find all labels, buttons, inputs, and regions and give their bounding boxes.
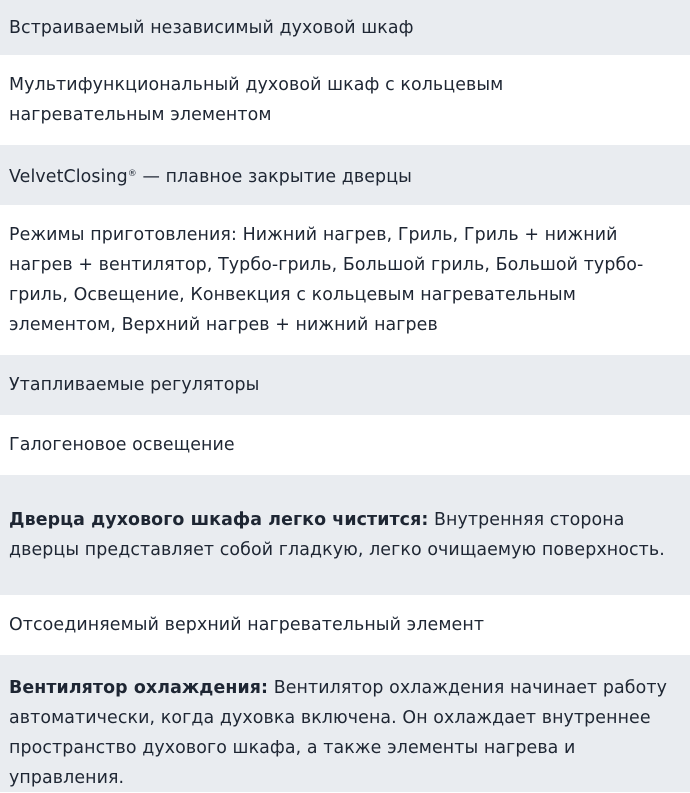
- registered-mark: ®: [127, 168, 137, 179]
- feature-item: Дверца духового шкафа легко чистится: Вн…: [0, 475, 690, 595]
- feature-title: Вентилятор охлаждения:: [9, 678, 269, 698]
- brand-name: VelvetClosing: [9, 166, 128, 187]
- feature-text: Встраиваемый независимый духовой шкаф: [9, 17, 414, 38]
- feature-item: Утапливаемые регуляторы: [0, 355, 690, 415]
- feature-item: Режимы приготовления: Нижний нагрев, Гри…: [0, 205, 690, 355]
- feature-text: — плавное закрытие дверцы: [136, 166, 412, 187]
- feature-item: Мультифункциональный духовой шкаф с коль…: [0, 55, 690, 145]
- feature-item: Галогеновое освещение: [0, 415, 690, 475]
- feature-item: VelvetClosing® — плавное закрытие дверцы: [0, 145, 690, 205]
- feature-text: Отсоединяемый верхний нагревательный эле…: [9, 615, 485, 635]
- feature-text: Галогеновое освещение: [9, 435, 235, 455]
- feature-item: Встраиваемый независимый духовой шкаф: [0, 0, 690, 55]
- feature-text: Утапливаемые регуляторы: [9, 375, 260, 395]
- feature-text: Мультифункциональный духовой шкаф с коль…: [9, 75, 504, 125]
- feature-text: Внутренняя сторона дверцы представляет с…: [9, 510, 665, 560]
- feature-item: Отсоединяемый верхний нагревательный эле…: [0, 595, 690, 655]
- feature-item: Вентилятор охлаждения: Вентилятор охлажд…: [0, 655, 690, 792]
- feature-title: Дверца духового шкафа легко чистится:: [9, 510, 429, 530]
- feature-text: Режимы приготовления: Нижний нагрев, Гри…: [9, 225, 644, 335]
- feature-text: Вентилятор охлаждения начинает работу ав…: [9, 678, 667, 788]
